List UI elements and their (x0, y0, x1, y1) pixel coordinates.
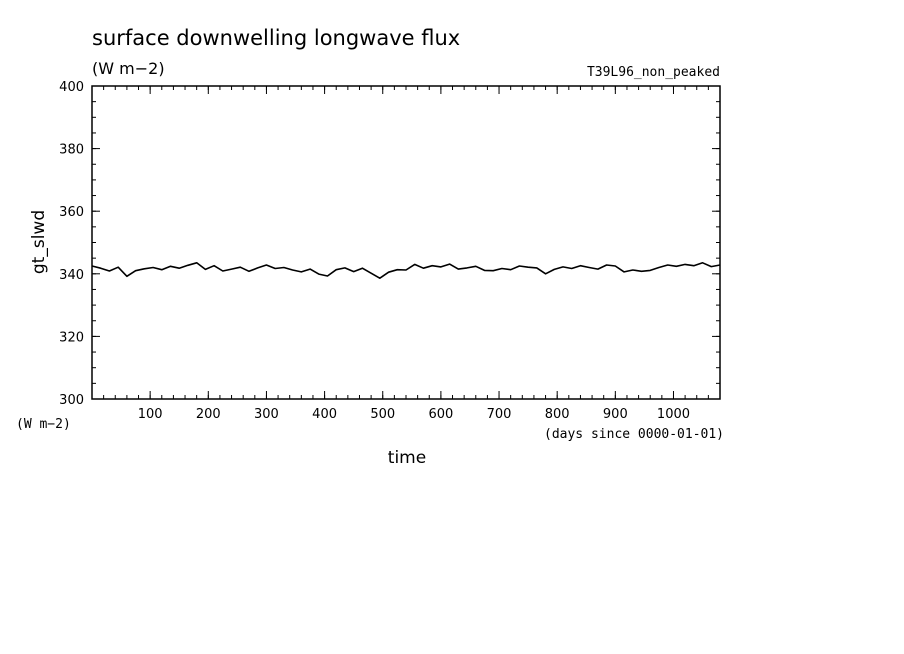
x-tick-label: 200 (196, 407, 221, 422)
y-tick-label: 300 (59, 393, 84, 408)
y-tick-label: 340 (59, 268, 84, 283)
chart-title: surface downwelling longwave flux (92, 26, 460, 50)
x-tick-label: 1000 (657, 407, 690, 422)
x-tick-label: 700 (487, 407, 512, 422)
x-tick-label: 400 (312, 407, 337, 422)
tick-labels: 100 200 300 400 500 600 700 800 900 1000 300 320 340… (59, 80, 690, 422)
data-line (91, 262, 721, 279)
x-tick-label: 300 (254, 407, 279, 422)
x-tick-label: 800 (545, 407, 570, 422)
x-tick-label: 600 (428, 407, 453, 422)
y-tick-label: 360 (59, 205, 84, 220)
x-tick-label: 900 (603, 407, 628, 422)
y-tick-label: 320 (59, 330, 84, 345)
y-axis-units: (W m−2) (16, 417, 71, 432)
axis-ticks (92, 85, 720, 400)
units-label: (W m−2) (92, 59, 165, 78)
y-tick-label: 380 (59, 143, 84, 158)
experiment-label: T39L96_non_peaked (587, 65, 720, 80)
y-tick-label: 400 (59, 80, 84, 95)
x-axis-label: time (388, 448, 426, 468)
x-axis-units: (days since 0000-01-01) (544, 427, 724, 442)
y-axis-label: gt_slwd (29, 210, 49, 274)
plot-frame (91, 85, 721, 400)
x-tick-label: 500 (370, 407, 395, 422)
x-tick-label: 100 (138, 407, 163, 422)
